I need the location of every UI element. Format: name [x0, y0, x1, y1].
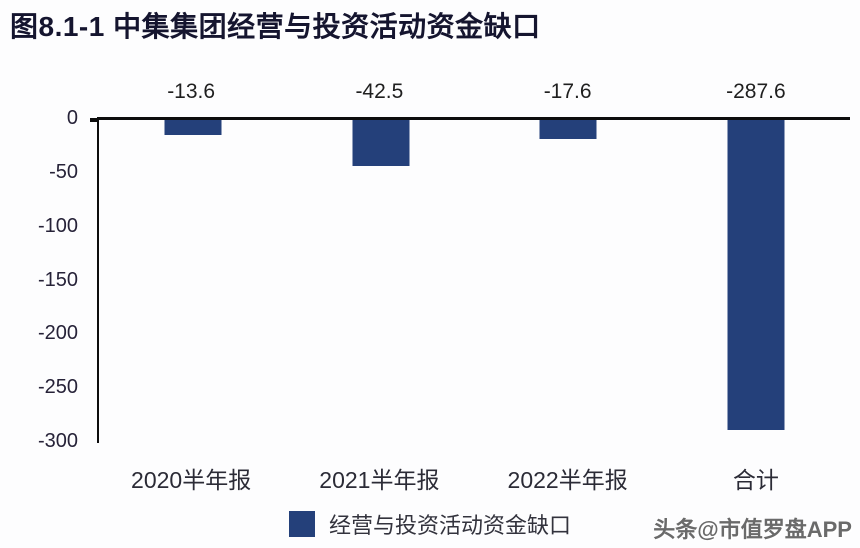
- x-axis-label: 2021半年报: [319, 467, 440, 493]
- value-labels-row: -13.6 -42.5 -17.6 -287.6: [97, 80, 850, 104]
- y-tick-label: -200: [37, 322, 78, 345]
- bar-合计: [727, 120, 785, 430]
- y-tick-label: -50: [49, 160, 78, 183]
- y-tick-label: -250: [37, 376, 78, 399]
- y-tick-label: -300: [37, 430, 78, 452]
- bar-2022半年报: [539, 120, 597, 139]
- legend-swatch-icon: [288, 511, 315, 537]
- bar-value-label: -287.6: [726, 80, 786, 103]
- y-tick-label: -150: [37, 268, 78, 291]
- x-axis-label: 合计: [732, 467, 779, 493]
- bar-2020半年报: [164, 120, 222, 135]
- zero-tick-mark: [90, 118, 99, 122]
- y-tick-label: 0: [66, 107, 78, 129]
- chart-title: 图8.1-1 中集集团经营与投资活动资金缺口: [10, 11, 541, 42]
- legend-label: 经营与投资活动资金缺口: [328, 513, 571, 538]
- legend: 经营与投资活动资金缺口: [0, 508, 860, 540]
- bar-value-label: -42.5: [355, 80, 404, 103]
- plot-area: [97, 117, 850, 443]
- x-axis-labels: 2020半年报 2021半年报 2022半年报 合计: [97, 461, 850, 495]
- y-tick-label: -100: [37, 214, 78, 237]
- bar-value-label: -13.6: [167, 80, 216, 103]
- x-axis-label: 2022半年报: [507, 467, 628, 493]
- bar-2021半年报: [352, 120, 410, 166]
- x-axis-label: 2020半年报: [131, 467, 252, 493]
- watermark: 头条@市值罗盘APP: [653, 517, 852, 542]
- bar-value-label: -17.6: [543, 80, 592, 103]
